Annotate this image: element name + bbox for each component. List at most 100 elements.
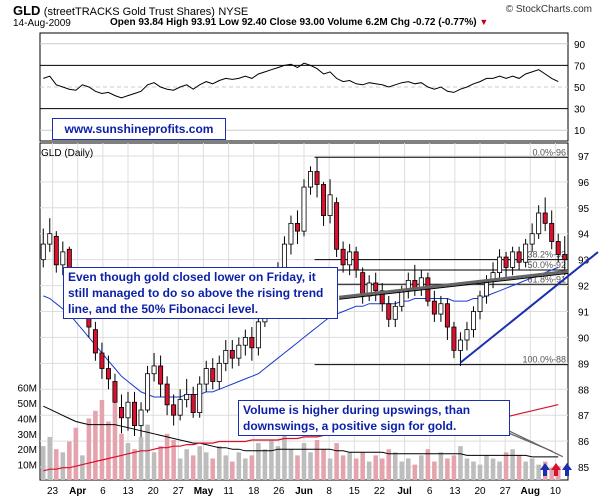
rsi-tick-label: 10 (574, 126, 586, 137)
candle-body (549, 222, 555, 242)
volume-bar (262, 449, 268, 480)
ticker-name: (streetTRACKS Gold Trust Shares) (43, 6, 215, 18)
website-link[interactable]: www.sunshineprofits.com (52, 118, 226, 140)
volume-bar (210, 458, 216, 480)
volume-bar (366, 461, 372, 480)
volume-bar (406, 458, 411, 480)
volume-bar (471, 461, 476, 480)
rsi-tick-label: 30 (574, 105, 586, 116)
candle-body (523, 243, 529, 263)
volume-bar (334, 443, 339, 480)
candle-body (171, 404, 177, 416)
volume-bar (477, 464, 483, 480)
volume-tick-label: 10M (18, 461, 37, 472)
volume-bar (93, 410, 98, 480)
volume-bar (314, 440, 320, 480)
price-tick-label: 97 (578, 152, 590, 163)
candle-body (151, 365, 157, 375)
fib-level-label: 38.2%-93 (527, 250, 566, 260)
volume-bar (549, 467, 554, 480)
candle-body (223, 349, 229, 364)
volume-bar (269, 440, 274, 480)
candle-body (477, 295, 483, 312)
volume-bar (536, 464, 541, 480)
candle-body (555, 241, 561, 255)
candle-body (379, 290, 385, 305)
volume-bar (184, 449, 189, 480)
volume-bar (555, 466, 561, 480)
rsi-tick-label: 50 (574, 83, 586, 94)
fib-level-label: 50.0%-92 (527, 260, 566, 270)
x-tick-label: 27 (500, 486, 512, 497)
rsi-tick-label: 70 (574, 61, 586, 72)
volume-bar (458, 446, 463, 480)
candle-body (347, 251, 353, 266)
volume-bar (197, 446, 202, 480)
volume-bar (67, 441, 72, 480)
volume-bar (529, 458, 535, 480)
price-tick-label: 89 (578, 359, 590, 370)
volume-bar (106, 421, 111, 480)
candle-body (288, 222, 294, 245)
candle-body (392, 305, 398, 320)
volume-bar (308, 452, 313, 480)
candle-body (516, 251, 522, 263)
candle-body (308, 171, 314, 188)
price-tick-label: 88 (578, 385, 590, 396)
candle-body (451, 326, 457, 351)
candle-body (203, 368, 209, 385)
rsi-line (43, 62, 559, 99)
volume-bar (484, 455, 489, 480)
volume-bar (523, 461, 528, 480)
volume-bar (223, 455, 229, 480)
candle-body (236, 344, 242, 359)
candle-body (164, 383, 170, 406)
panel-label: GLD (Daily) (41, 148, 94, 159)
volume-tick-label: 60M (18, 384, 37, 395)
volume-bar (40, 446, 46, 480)
candle-body (431, 300, 437, 315)
volume-bar (516, 455, 522, 480)
candle-body (399, 290, 405, 307)
rsi-tick-label: 90 (574, 40, 586, 51)
volume-ma-line (43, 405, 559, 458)
candle-body (60, 251, 66, 266)
volume-bar (497, 461, 502, 480)
candle-body (125, 401, 131, 419)
candle-body (301, 186, 307, 232)
x-tick-label: Apr (69, 486, 86, 497)
volume-panel (40, 400, 561, 480)
volume-bar (243, 458, 248, 480)
volume-bar (445, 458, 450, 480)
volume-bar (451, 455, 457, 480)
candle-body (444, 303, 450, 328)
candle-body (340, 248, 346, 266)
ticker-symbol: GLD (13, 3, 41, 18)
price-tick-label: 87 (578, 411, 590, 422)
x-tick-label: 6 (427, 486, 433, 497)
candle-body (40, 243, 46, 261)
volume-bar (386, 449, 392, 480)
candle-body (373, 282, 379, 292)
candle-body (242, 337, 248, 346)
candle-body (177, 399, 183, 416)
volume-bar (412, 464, 418, 480)
up-arrow-icon (540, 463, 550, 476)
support-trend-line-shadow (339, 272, 569, 300)
x-tick-label: 20 (474, 486, 486, 497)
candle-body (132, 401, 138, 426)
volume-bar (171, 440, 176, 480)
gold-callout: Even though gold closed lower on Friday,… (63, 267, 338, 319)
volume-bar (73, 427, 79, 480)
candle-body (47, 233, 53, 245)
candle-body (184, 394, 190, 401)
x-tick-label: 6 (100, 486, 106, 497)
candle-body (118, 407, 124, 419)
volume-bar (503, 452, 509, 480)
candle-body (314, 171, 320, 185)
volume-bar (158, 446, 163, 480)
volume-bar (216, 446, 222, 480)
candle-body (536, 212, 542, 235)
x-tick-label: 15 (349, 486, 361, 497)
